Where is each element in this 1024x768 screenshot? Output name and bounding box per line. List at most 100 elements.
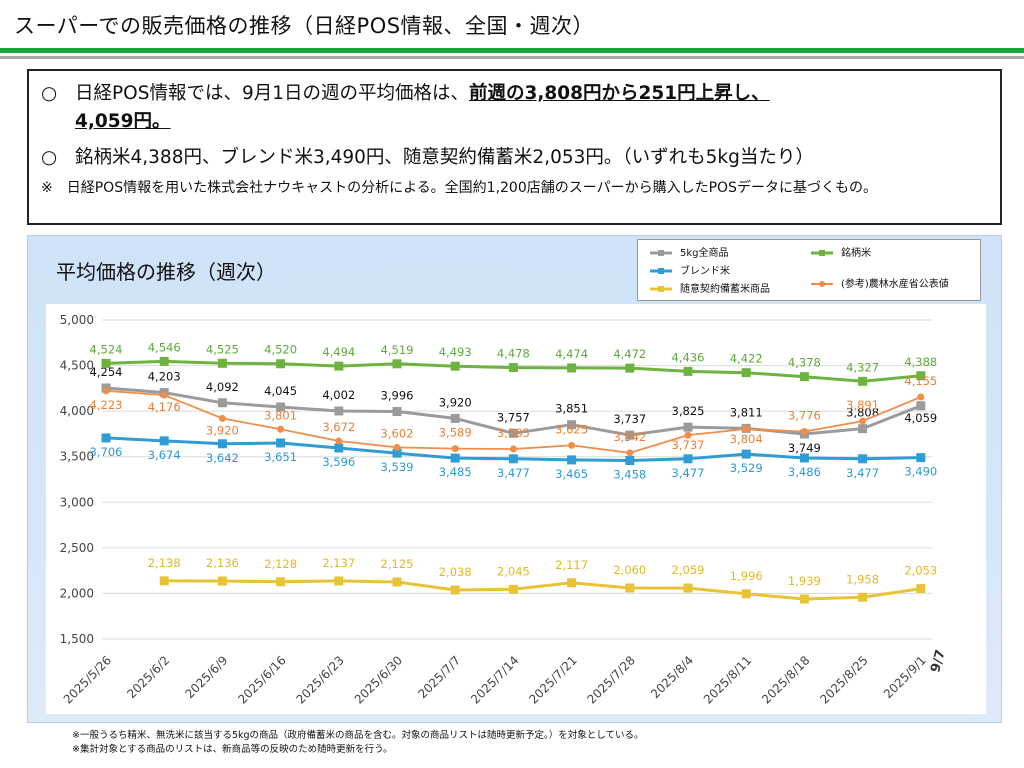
data-point <box>334 406 344 416</box>
legend-label: (参考)農林水産省公表値 <box>841 279 949 290</box>
data-label: 3,920 <box>206 423 239 437</box>
data-label: 2,136 <box>206 556 239 570</box>
data-point <box>858 454 868 464</box>
data-label: 4,254 <box>90 365 123 379</box>
legend-item-brand-rice: 銘柄米 <box>811 247 871 261</box>
data-label: 3,642 <box>206 451 239 465</box>
data-label: 3,651 <box>264 450 297 464</box>
data-label: 3,996 <box>381 389 414 403</box>
data-label: 2,060 <box>613 563 646 577</box>
data-point <box>741 368 751 378</box>
data-point <box>392 359 402 369</box>
data-point <box>683 583 693 593</box>
data-label: 3,529 <box>730 461 763 475</box>
data-label: 3,851 <box>555 402 588 416</box>
series-4: 2,138 2,136 2,128 2,137 2,125 2,038 2,045 2,117… <box>148 556 937 604</box>
data-label: 3,596 <box>322 455 355 469</box>
title-divider-secondary <box>0 56 1024 59</box>
data-label: 3,808 <box>846 406 879 420</box>
data-point <box>859 417 867 425</box>
data-point <box>625 363 635 373</box>
data-point <box>392 577 402 587</box>
summary-line-1-cont: 4,059円。 <box>75 107 171 133</box>
data-point <box>683 454 693 464</box>
footnote-1: ※一般うるち精米、無洗米に該当する5kgの商品（政府備蓄米の商品を含む。対象の商… <box>72 730 644 741</box>
legend-swatch-yellow <box>650 286 672 292</box>
data-label: 4,176 <box>148 400 181 414</box>
data-point <box>277 425 285 433</box>
data-point <box>276 577 286 587</box>
data-point <box>450 361 460 371</box>
x-tick-label: 2025/7/28 <box>585 653 638 706</box>
data-point <box>916 371 926 381</box>
legend-swatch-gray <box>650 250 672 256</box>
data-point <box>508 454 518 464</box>
line-chart: 1,500 2,000 2,500 3,000 3,500 4,000 4,500 5,000… <box>60 313 949 707</box>
data-point <box>799 453 809 463</box>
footnote-2: ※集計対象とする商品のリストは、新商品等の反映のため随時更新を行う。 <box>72 744 393 755</box>
data-point <box>217 439 227 449</box>
data-point <box>625 456 635 466</box>
data-label: 2,125 <box>381 557 414 571</box>
data-label: 4,520 <box>264 343 297 357</box>
data-point <box>217 358 227 368</box>
data-label: 3,737 <box>613 412 646 426</box>
x-tick-label: 2025/8/25 <box>817 653 870 706</box>
data-point <box>102 387 110 395</box>
data-label: 2,128 <box>264 557 297 571</box>
x-tick-label: 2025/6/16 <box>235 653 288 706</box>
x-axis: 2025/5/26 2025/6/2 2025/6/9 2025/6/16 2025/6… <box>61 648 949 706</box>
x-tick-label: 2025/6/30 <box>352 653 405 706</box>
data-label: 4,092 <box>206 380 239 394</box>
summary-line-2-text: 銘柄米4,388円、ブレンド米3,490円、随意契約備蓄米2,053円。（いずれ… <box>75 147 814 168</box>
x-tick-label: 2025/8/4 <box>648 653 696 701</box>
summary-line-1-text: 日経POS情報では、9月1日の週の平均価格は、 <box>75 83 470 104</box>
data-label: 4,524 <box>90 342 123 356</box>
footnotes: ※一般うるち精米、無洗米に該当する5kgの商品（政府備蓄米の商品を含む。対象の商… <box>72 729 972 757</box>
data-label: 1,939 <box>788 574 821 588</box>
data-label: 2,059 <box>672 563 705 577</box>
data-point <box>276 359 286 369</box>
legend-label: 随意契約備蓄米商品 <box>680 284 770 295</box>
x-tick-label: 2025/9/1 <box>881 653 929 701</box>
data-label: 3,776 <box>788 409 821 423</box>
x-tick-label: 2025/7/14 <box>468 653 521 706</box>
data-point <box>509 445 517 453</box>
legend-item-maff-reference: (参考)農林水産省公表値 <box>811 278 949 292</box>
data-label: 4,494 <box>322 345 355 359</box>
data-point <box>101 358 111 368</box>
legend-label: 5kg全商品 <box>680 248 729 259</box>
title-divider <box>0 48 1024 53</box>
x-tick-label: 2025/8/18 <box>759 653 812 706</box>
plot-area <box>46 304 986 714</box>
data-point <box>276 438 286 448</box>
summary-highlight-cont: 4,059円。 <box>75 111 171 132</box>
data-point <box>159 356 169 366</box>
data-label: 1,958 <box>846 572 879 586</box>
data-point <box>799 372 809 382</box>
data-label: 4,059 <box>904 411 937 425</box>
data-point <box>160 391 168 399</box>
series-5: 4,223 4,176 3,920 3,801 3,672 3,602 3,589 3,585… <box>90 374 937 457</box>
data-point <box>568 441 576 449</box>
data-label: 3,706 <box>90 445 123 459</box>
data-label: 3,458 <box>613 468 646 482</box>
data-label: 3,825 <box>672 404 705 418</box>
data-label: 4,546 <box>148 340 181 354</box>
data-point <box>916 453 926 463</box>
data-point <box>742 425 750 433</box>
data-label: 4,472 <box>613 347 646 361</box>
data-label: 2,117 <box>555 558 588 572</box>
data-point <box>334 576 344 586</box>
data-point <box>508 428 518 438</box>
data-label: 3,757 <box>497 410 530 424</box>
data-point <box>450 453 460 463</box>
data-label: 4,519 <box>381 343 414 357</box>
data-label: 3,625 <box>555 422 588 436</box>
summary-box: ○ 日経POS情報では、9月1日の週の平均価格は、前週の3,808円から251円上… <box>27 69 1002 225</box>
data-point <box>683 422 693 432</box>
data-point <box>917 393 925 401</box>
legend-swatch-green <box>811 250 833 256</box>
data-label: 4,436 <box>672 350 705 364</box>
x-tick-label: 2025/7/7 <box>415 653 463 701</box>
